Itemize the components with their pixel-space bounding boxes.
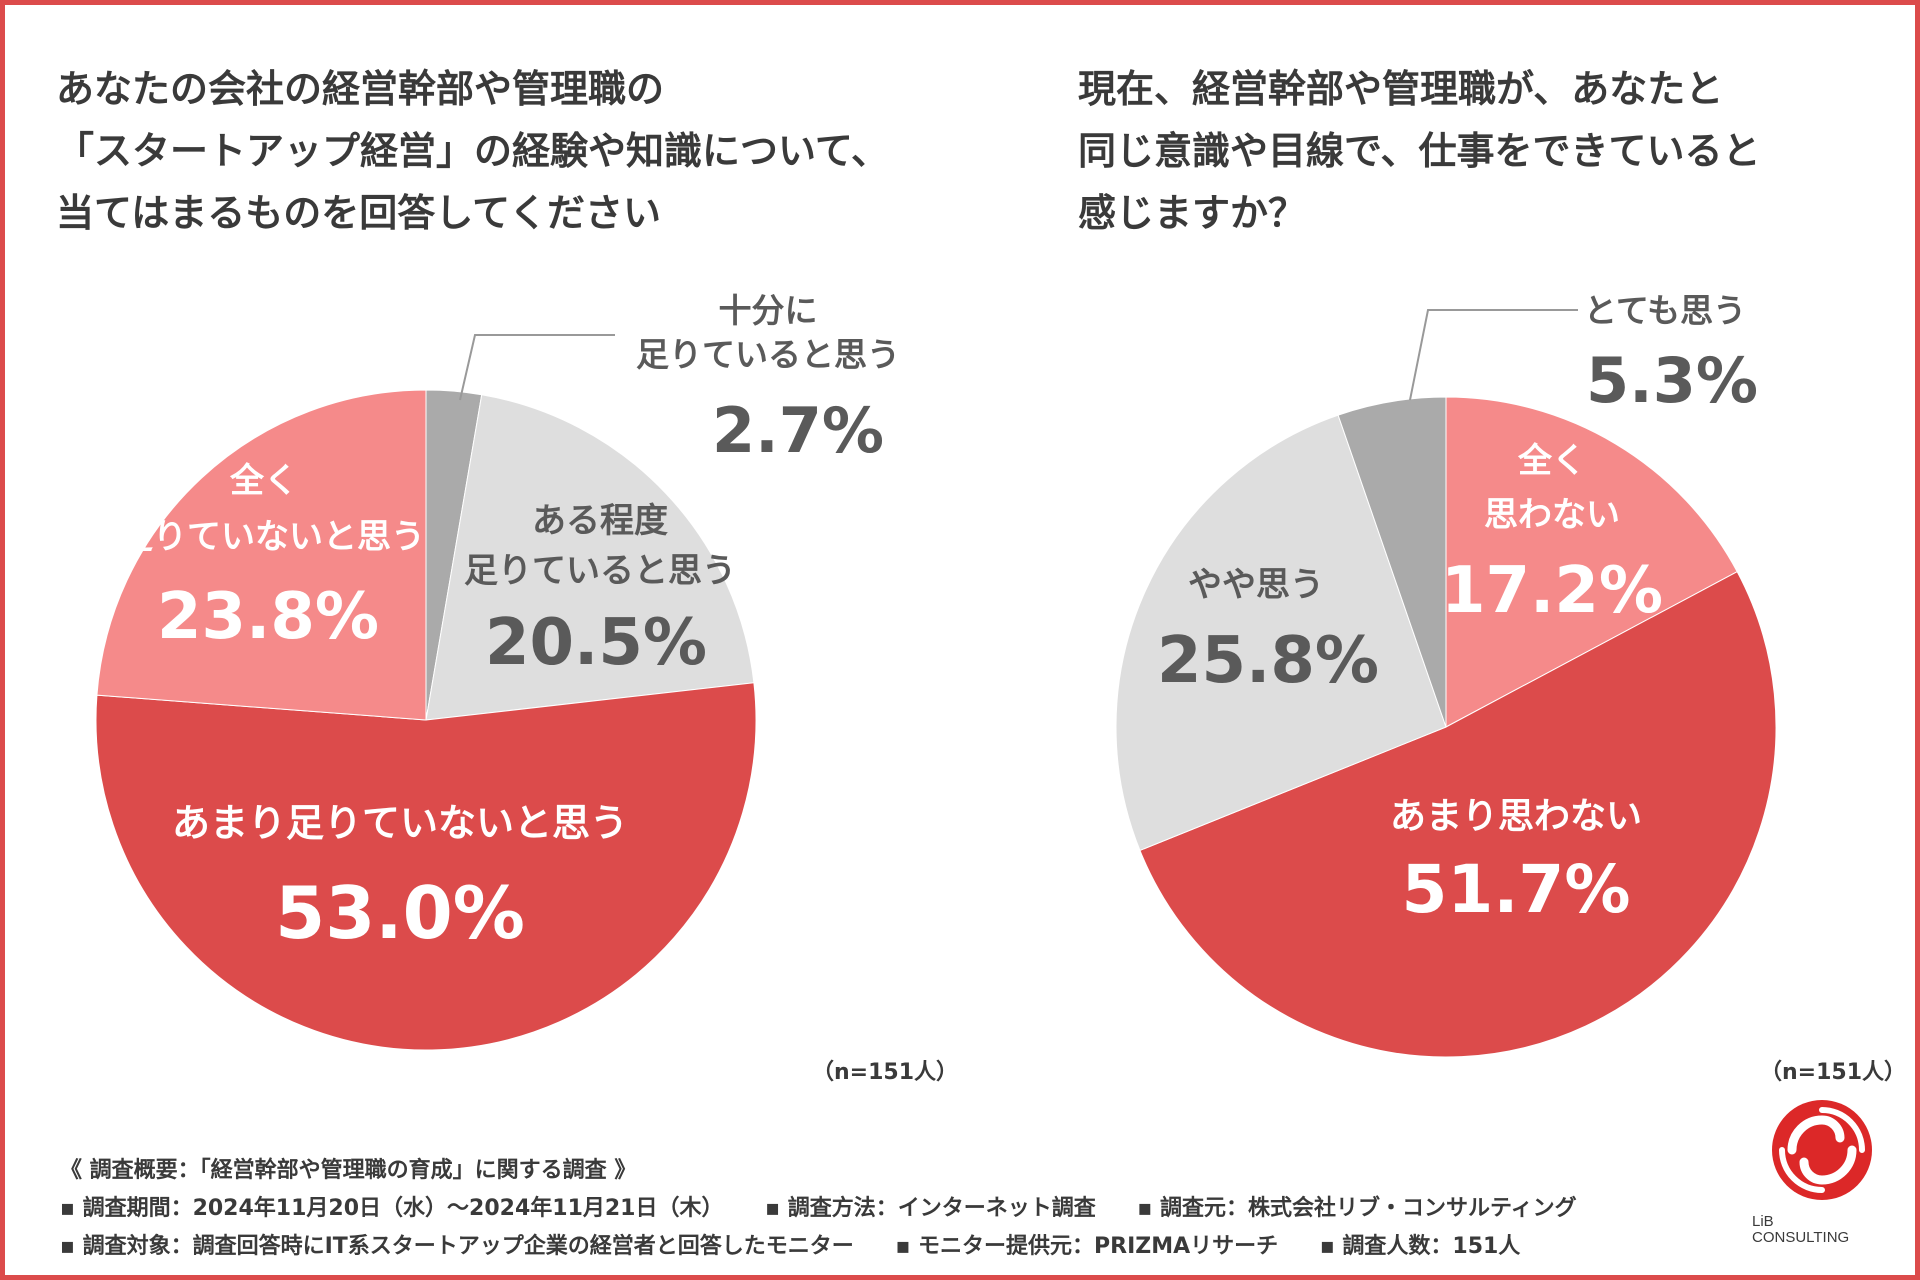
chart1-slice-0-label-line-1: 足りていると思う: [636, 335, 900, 374]
survey-source: ▪ 調査元：株式会社リブ・コンサルティング: [1137, 1196, 1577, 1221]
company-logo: LiB CONSULTING: [1752, 1090, 1892, 1260]
logo-wordmark: LiB CONSULTING: [1752, 1214, 1892, 1246]
survey-details-row2: ▪ 調査対象：調査回答時にIT系スタートアップ企業の経営者と回答したモニター ▪…: [60, 1228, 1740, 1260]
chart1-slice-0-value: 2.7%: [712, 394, 884, 467]
chart2-slice-3-value: 5.3%: [1586, 344, 1758, 417]
chart1-slice-3-label-line-0: 全く: [229, 461, 298, 501]
chart1-slice-3-value: 23.8%: [157, 580, 379, 654]
survey-period: ▪ 調査期間：2024年11月20日（水）～2024年11月21日（木）: [60, 1196, 724, 1221]
chart2-slice-0: [1445, 396, 1738, 728]
chart1-sample-size: （n=151人）: [812, 1060, 959, 1085]
chart1-slice-2-value: 53.0%: [275, 871, 525, 955]
chart2-slice-0-value: 17.2%: [1441, 554, 1663, 628]
chart1-slice-1-label-line-1: 足りていると思う: [464, 551, 736, 591]
chart1-slice-2-label-line-0: あまり足りていないと思う: [172, 801, 628, 845]
chart2-slice-1-value: 51.7%: [1402, 851, 1631, 928]
chart1-slice-1: [425, 394, 755, 721]
chart1-slice-3: [96, 389, 427, 721]
survey-details-row1: ▪ 調査期間：2024年11月20日（水）～2024年11月21日（木） ▪ 調…: [60, 1190, 1740, 1222]
chart2-sample-size: （n=151人）: [1760, 1060, 1907, 1085]
chart2-slice-3: [1337, 396, 1447, 728]
chart1-slice-3-label-line-1: 足りていないと思う: [119, 517, 425, 557]
chart1-slice-1-label-line-0: ある程度: [532, 501, 668, 541]
survey-count: ▪ 調査人数：151人: [1319, 1234, 1521, 1259]
chart2-slice-2-value: 25.8%: [1157, 624, 1379, 698]
chart2-slice-1-label-line-0: あまり思わない: [1390, 796, 1642, 837]
chart1-slice-2: [95, 682, 757, 1051]
chart1-slice-1-value: 20.5%: [485, 606, 707, 680]
swirl-logo-icon: [1772, 1100, 1872, 1200]
chart2-slice-0-label-line-1: 思わない: [1484, 495, 1620, 535]
chart1-pie: 十分に足りていると思う2.7%ある程度足りていると思う20.5%あまり足りていな…: [95, 291, 900, 1051]
survey-provider: ▪ モニター提供元：PRIZMAリサーチ: [895, 1234, 1279, 1259]
chart1-title: あなたの会社の経営幹部や管理職の 「スタートアップ経営」の経験や知識について、 …: [56, 67, 889, 235]
logo-line1: LiB: [1752, 1213, 1774, 1230]
chart2-leader-line-3: [1409, 309, 1578, 401]
chart2-title: 現在、経営幹部や管理職が、あなたと 同じ意識や目線で、仕事をできていると 感じま…: [1078, 67, 1761, 235]
chart2-slice-3-label-line-0: とても思う: [1584, 291, 1746, 330]
chart2-slice-1: [1139, 570, 1777, 1058]
survey-method: ▪ 調査方法：インターネット調査: [765, 1196, 1096, 1221]
chart2-slice-0-label-line-0: 全く: [1517, 441, 1586, 481]
chart1-slice-0-label-line-0: 十分に: [719, 291, 818, 330]
chart2-slice-2: [1115, 414, 1447, 852]
logo-line2: CONSULTING: [1752, 1229, 1850, 1246]
chart1-leader-line-0: [459, 334, 615, 401]
chart2-slice-2-label-line-0: やや思う: [1188, 565, 1324, 605]
survey-target: ▪ 調査対象：調査回答時にIT系スタートアップ企業の経営者と回答したモニター: [60, 1234, 854, 1259]
survey-summary: 《 調査概要：「経営幹部や管理職の育成」に関する調査 》: [60, 1152, 1740, 1184]
survey-summary-title: 《 調査概要：「経営幹部や管理職の育成」に関する調査 》: [60, 1158, 637, 1183]
